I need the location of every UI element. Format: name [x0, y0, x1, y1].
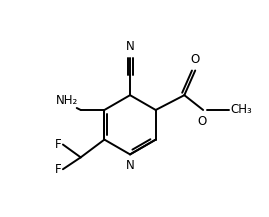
Text: N: N — [126, 40, 134, 53]
Text: N: N — [126, 159, 134, 172]
Text: O: O — [197, 115, 207, 128]
Text: F: F — [55, 138, 62, 151]
Text: NH₂: NH₂ — [55, 94, 78, 107]
Text: F: F — [55, 163, 62, 176]
Text: CH₃: CH₃ — [231, 104, 253, 117]
Text: O: O — [191, 53, 200, 66]
